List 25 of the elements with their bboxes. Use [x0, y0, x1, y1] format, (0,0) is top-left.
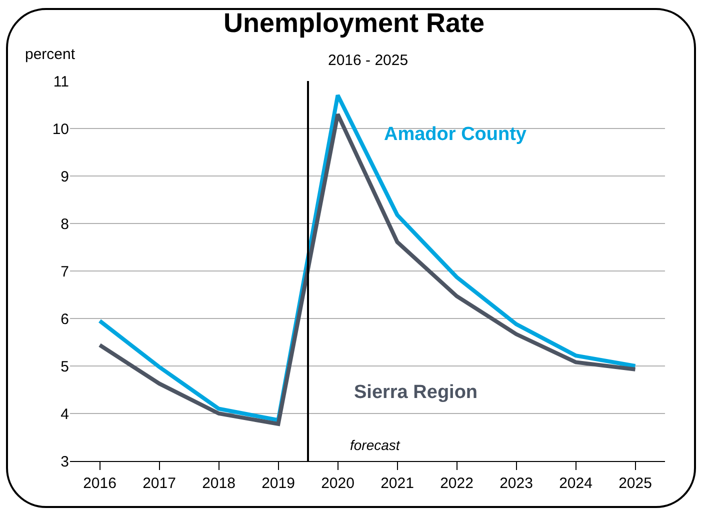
x-tick-label: 2020	[321, 475, 354, 492]
y-axis-title: percent	[25, 46, 76, 63]
x-tick-label: 2016	[83, 475, 116, 492]
x-tick-label: 2022	[440, 475, 474, 492]
y-tick-label: 8	[60, 216, 69, 233]
y-tick-label: 11	[53, 73, 69, 90]
y-tick-label: 10	[52, 120, 69, 138]
y-tick-label: 5	[60, 358, 69, 376]
y-tick-label: 9	[60, 168, 69, 186]
x-tick-label: 2024	[559, 475, 592, 492]
chart-subtitle: 2016 - 2025	[328, 52, 408, 69]
y-tick-label: 3	[60, 453, 69, 470]
y-tick-label: 6	[60, 310, 69, 328]
chart-title: Unemployment Rate	[223, 8, 485, 38]
x-tick-label: 2017	[142, 475, 176, 492]
y-tick-label: 7	[60, 263, 69, 280]
ref-line-label: forecast	[350, 437, 401, 453]
x-tick-label: 2019	[262, 475, 295, 492]
x-tick-label: 2025	[618, 475, 652, 492]
text: Sierra Region	[354, 382, 478, 403]
series-label: Amador County	[384, 124, 527, 145]
x-tick-label: 2018	[202, 475, 236, 492]
x-tick-label: 2021	[380, 475, 414, 492]
x-tick-label: 2023	[500, 475, 533, 492]
y-tick-label: 4	[60, 406, 69, 423]
